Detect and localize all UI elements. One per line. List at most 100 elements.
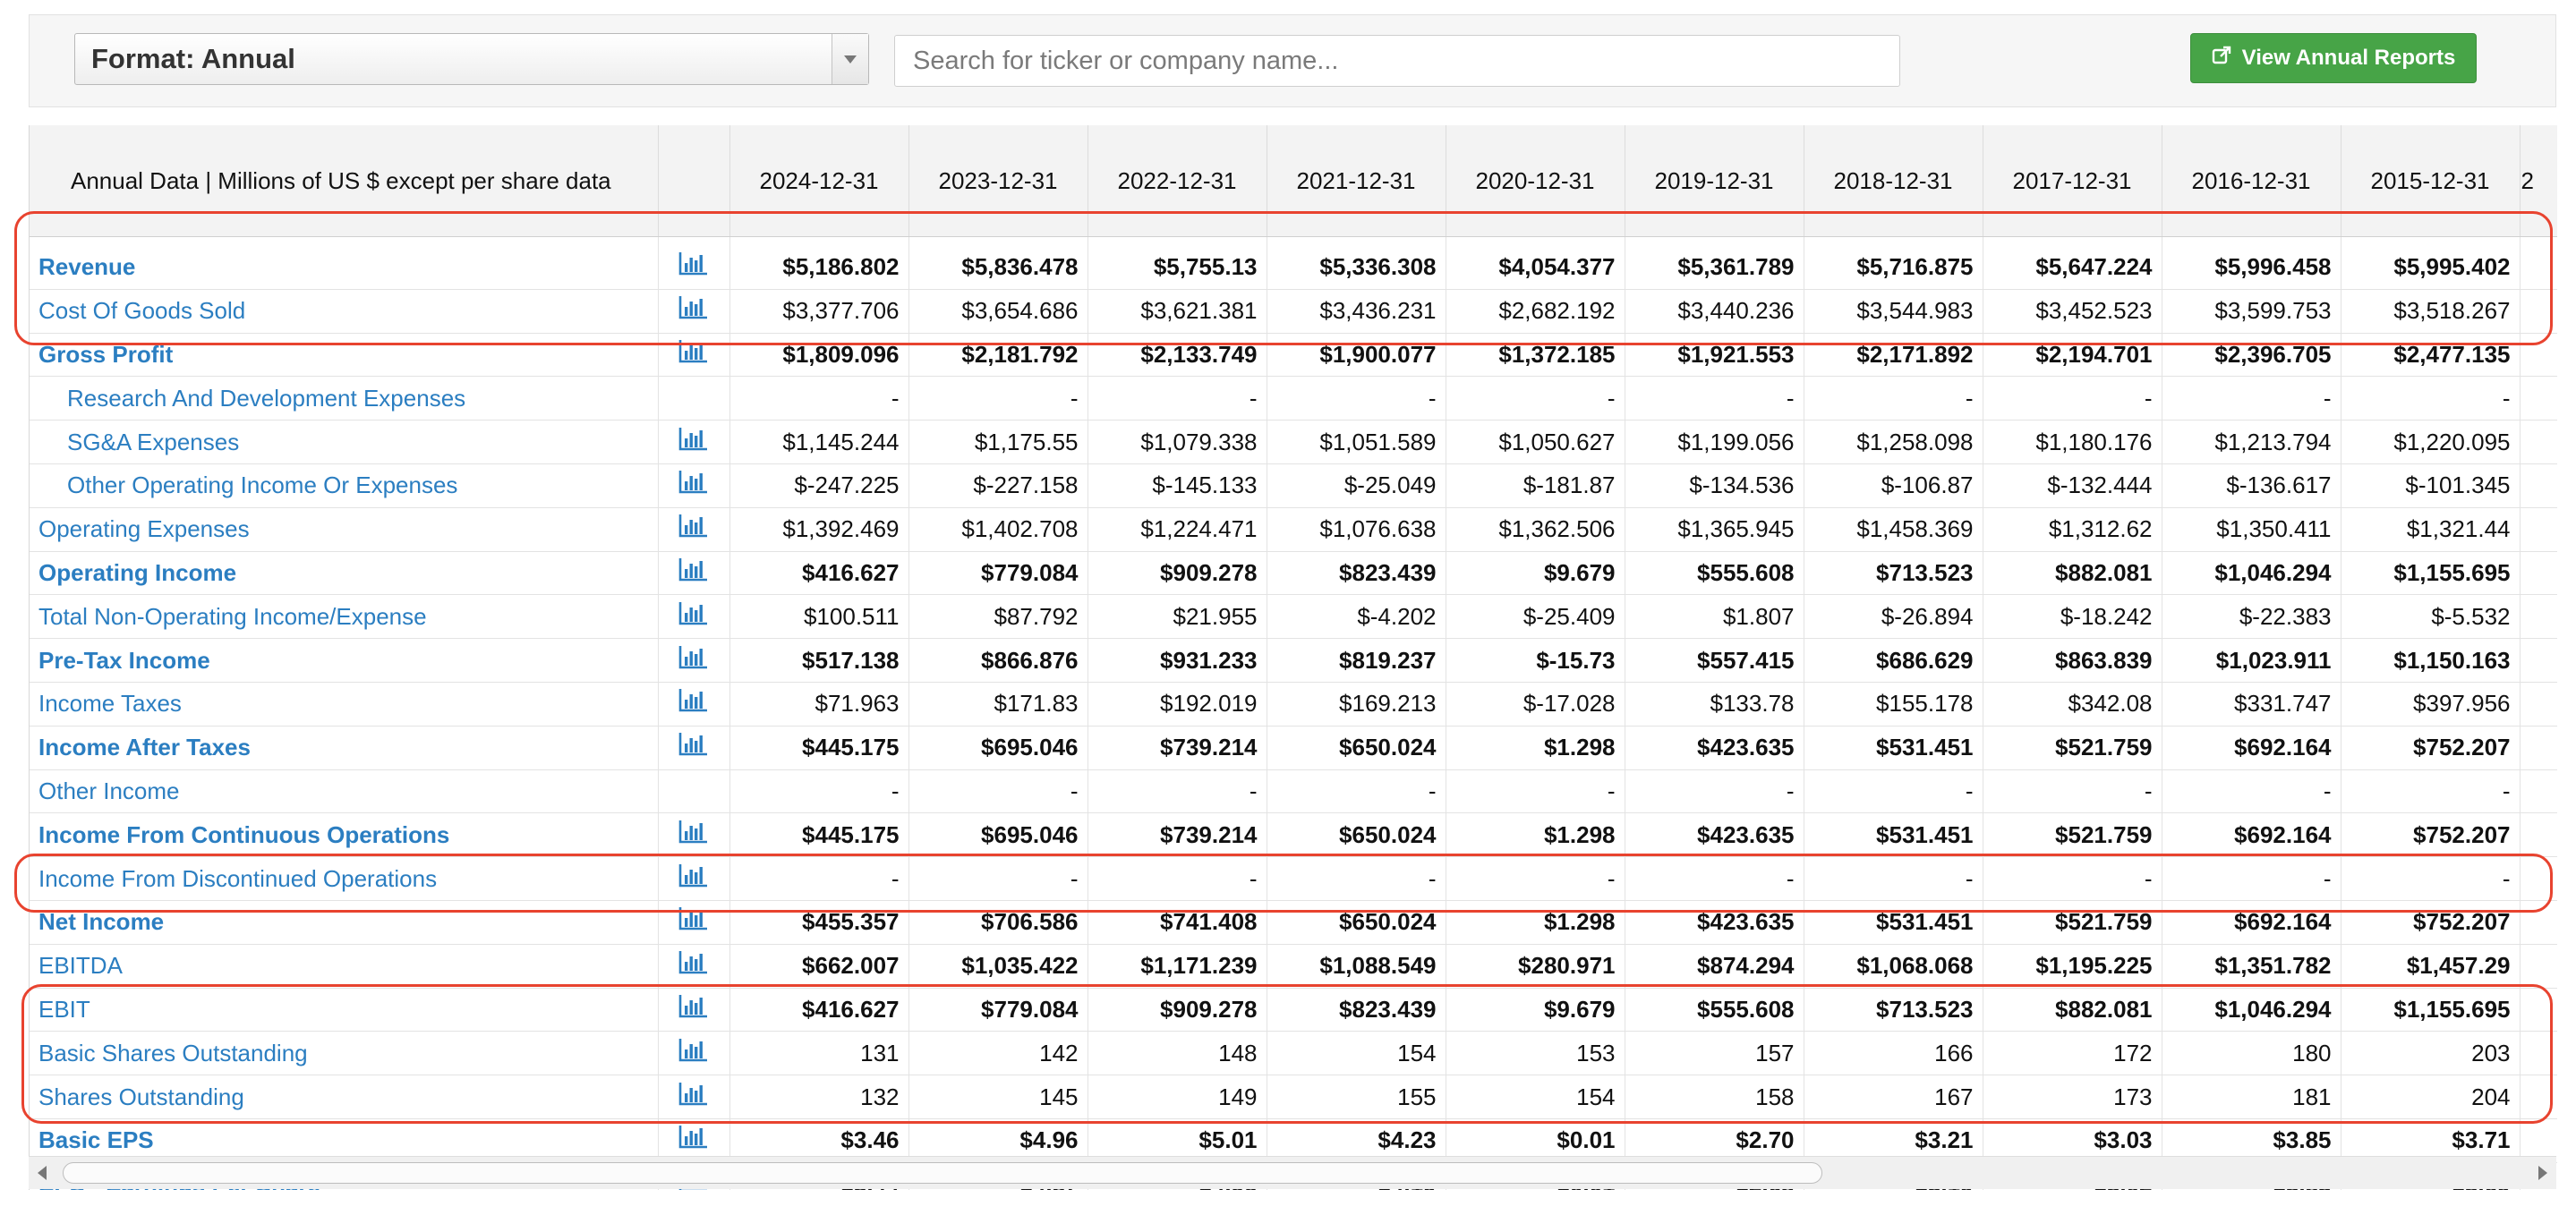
view-annual-reports-button[interactable]: View Annual Reports	[2190, 33, 2477, 83]
row-chart-cell[interactable]	[658, 944, 730, 989]
row-label-link[interactable]: EBIT	[30, 988, 659, 1032]
row-chart-cell[interactable]	[658, 551, 730, 596]
bar-chart-icon[interactable]	[678, 863, 709, 895]
row-label-link[interactable]: Net Income	[30, 900, 659, 945]
bar-chart-icon[interactable]	[678, 1082, 709, 1113]
table-cell: $779.084	[908, 988, 1088, 1032]
bar-chart-icon[interactable]	[678, 1038, 709, 1069]
bar-chart-icon[interactable]	[678, 732, 709, 763]
row-label-link[interactable]: Research And Development Expenses	[30, 376, 659, 421]
row-chart-cell[interactable]	[658, 289, 730, 334]
row-label-link[interactable]: Revenue	[30, 236, 659, 290]
table-cell: $3,518.267	[2341, 289, 2521, 334]
row-chart-cell[interactable]	[658, 333, 730, 378]
table-cell: $706.586	[908, 900, 1088, 945]
table-cell-overflow	[2520, 420, 2557, 464]
table-cell: $-181.87	[1446, 463, 1625, 508]
table-cell: 131	[729, 1031, 909, 1076]
table-cell: $423.635	[1625, 900, 1804, 945]
bar-chart-icon[interactable]	[678, 557, 709, 589]
bar-chart-icon[interactable]	[678, 470, 709, 501]
row-label-link[interactable]: Shares Outstanding	[30, 1075, 659, 1119]
table-cell: 153	[1446, 1031, 1625, 1076]
table-cell: $5,755.13	[1088, 236, 1267, 290]
table-cell: -	[1983, 376, 2162, 421]
table-cell: 154	[1267, 1031, 1446, 1076]
row-chart-cell[interactable]	[658, 856, 730, 901]
row-chart-cell[interactable]	[658, 1075, 730, 1119]
row-label-link[interactable]: Cost Of Goods Sold	[30, 289, 659, 334]
row-label-link[interactable]: Other Income	[30, 769, 659, 814]
row-label-link[interactable]: Income From Discontinued Operations	[30, 856, 659, 901]
table-row: Cost Of Goods Sold $3,377.706 $3,654.686 $3…	[30, 289, 2557, 334]
bar-chart-icon[interactable]	[678, 427, 709, 458]
row-label-link[interactable]: Operating Expenses	[30, 507, 659, 552]
table-cell: -	[1446, 376, 1625, 421]
format-select[interactable]: Format: Annual	[74, 33, 869, 85]
row-chart-cell[interactable]	[658, 420, 730, 464]
table-cell: -	[729, 376, 909, 421]
row-chart-cell[interactable]	[658, 988, 730, 1032]
row-chart-cell[interactable]	[658, 726, 730, 770]
table-row: Basic Shares Outstanding 131 142 148 154 153 1…	[30, 1031, 2557, 1076]
row-chart-cell[interactable]	[658, 236, 730, 290]
row-chart-cell[interactable]	[658, 638, 730, 683]
bar-chart-icon[interactable]	[678, 688, 709, 719]
table-cell: $1,392.469	[729, 507, 909, 552]
search-input[interactable]	[894, 35, 1900, 87]
row-chart-cell[interactable]	[658, 463, 730, 508]
table-cell: $2,477.135	[2341, 333, 2521, 378]
bar-chart-icon[interactable]	[678, 514, 709, 545]
row-label-link[interactable]: EBITDA	[30, 944, 659, 989]
table-cell: $4.23	[1267, 1118, 1446, 1163]
row-label-link[interactable]: Total Non-Operating Income/Expense	[30, 594, 659, 640]
column-header-4: 2020-12-31	[1446, 125, 1625, 237]
bar-chart-icon[interactable]	[678, 994, 709, 1025]
row-chart-cell[interactable]	[658, 594, 730, 640]
table-cell: $-25.409	[1446, 594, 1625, 640]
bar-chart-icon[interactable]	[678, 601, 709, 633]
row-label-link[interactable]: Income After Taxes	[30, 726, 659, 770]
table-cell: $-136.617	[2162, 463, 2341, 508]
row-chart-cell[interactable]	[658, 1118, 730, 1163]
scrollbar-thumb[interactable]	[63, 1162, 1822, 1184]
bar-chart-icon[interactable]	[678, 339, 709, 370]
row-chart-cell[interactable]	[658, 900, 730, 945]
row-label-link[interactable]: Basic Shares Outstanding	[30, 1031, 659, 1076]
row-chart-cell[interactable]	[658, 507, 730, 552]
row-label-link[interactable]: Income From Continuous Operations	[30, 812, 659, 858]
bar-chart-icon[interactable]	[678, 950, 709, 981]
table-cell: $823.439	[1267, 988, 1446, 1032]
table-cell: $521.759	[1983, 726, 2162, 770]
row-label-link[interactable]: Other Operating Income Or Expenses	[30, 463, 659, 508]
bar-chart-icon[interactable]	[678, 645, 709, 676]
row-label-link[interactable]: Gross Profit	[30, 333, 659, 378]
select-arrow[interactable]	[832, 34, 868, 84]
bar-chart-icon[interactable]	[678, 1125, 709, 1156]
table-cell: $650.024	[1267, 812, 1446, 858]
bar-chart-icon[interactable]	[678, 906, 709, 938]
row-label-link[interactable]: Basic EPS	[30, 1118, 659, 1163]
table-cell: $521.759	[1983, 900, 2162, 945]
table-cell: $739.214	[1088, 812, 1267, 858]
table-cell: $-26.894	[1804, 594, 1983, 640]
row-chart-cell[interactable]	[658, 1031, 730, 1076]
row-chart-cell[interactable]	[658, 812, 730, 858]
bar-chart-icon[interactable]	[678, 295, 709, 327]
row-label-link[interactable]: Pre-Tax Income	[30, 638, 659, 683]
table-cell: -	[908, 769, 1088, 814]
table-cell: $1,150.163	[2341, 638, 2521, 683]
scroll-left-arrow-icon[interactable]	[38, 1166, 47, 1180]
row-label-link[interactable]: SG&A Expenses	[30, 420, 659, 464]
row-label-link[interactable]: Income Taxes	[30, 682, 659, 726]
bar-chart-icon[interactable]	[678, 251, 709, 283]
scroll-right-arrow-icon[interactable]	[2538, 1166, 2547, 1180]
horizontal-scrollbar[interactable]	[29, 1156, 2556, 1189]
table-cell-overflow	[2520, 1031, 2557, 1076]
table-cell: -	[2162, 856, 2341, 901]
table-cell-overflow	[2520, 507, 2557, 552]
row-chart-cell[interactable]	[658, 682, 730, 726]
row-label-link[interactable]: Operating Income	[30, 551, 659, 596]
bar-chart-icon[interactable]	[678, 820, 709, 851]
table-cell: -	[1267, 376, 1446, 421]
